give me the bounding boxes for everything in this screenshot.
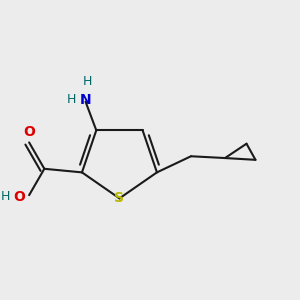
Text: H: H [1,190,10,203]
Text: H: H [67,93,76,106]
Text: N: N [80,93,92,107]
Text: O: O [14,190,26,204]
Text: H: H [82,75,92,88]
Text: O: O [23,125,35,139]
Text: S: S [115,191,124,206]
